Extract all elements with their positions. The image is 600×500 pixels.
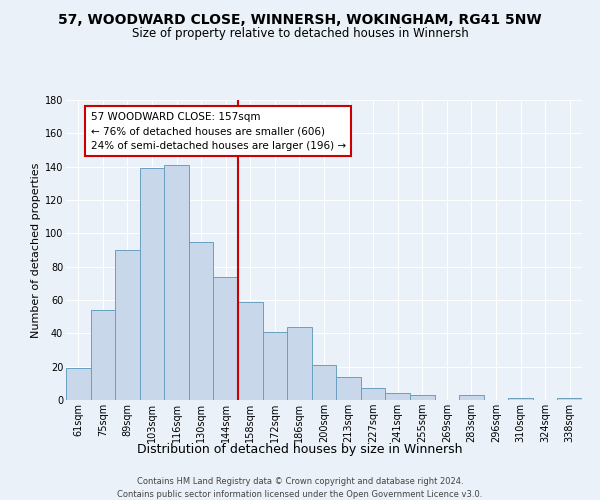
Bar xyxy=(91,310,115,400)
Bar xyxy=(189,242,214,400)
Bar xyxy=(312,365,336,400)
Text: 57, WOODWARD CLOSE, WINNERSH, WOKINGHAM, RG41 5NW: 57, WOODWARD CLOSE, WINNERSH, WOKINGHAM,… xyxy=(58,12,542,26)
Bar xyxy=(140,168,164,400)
Bar xyxy=(287,326,312,400)
Bar xyxy=(361,388,385,400)
Text: Contains HM Land Registry data © Crown copyright and database right 2024.: Contains HM Land Registry data © Crown c… xyxy=(137,478,463,486)
Bar xyxy=(115,250,140,400)
Bar xyxy=(164,165,189,400)
Text: Size of property relative to detached houses in Winnersh: Size of property relative to detached ho… xyxy=(131,28,469,40)
Text: Contains public sector information licensed under the Open Government Licence v3: Contains public sector information licen… xyxy=(118,490,482,499)
Bar xyxy=(410,395,434,400)
Bar xyxy=(238,302,263,400)
Y-axis label: Number of detached properties: Number of detached properties xyxy=(31,162,41,338)
Bar xyxy=(214,276,238,400)
Bar xyxy=(385,394,410,400)
Bar xyxy=(66,368,91,400)
Bar xyxy=(336,376,361,400)
Text: Distribution of detached houses by size in Winnersh: Distribution of detached houses by size … xyxy=(137,442,463,456)
Bar xyxy=(508,398,533,400)
Text: 57 WOODWARD CLOSE: 157sqm
← 76% of detached houses are smaller (606)
24% of semi: 57 WOODWARD CLOSE: 157sqm ← 76% of detac… xyxy=(91,112,346,152)
Bar xyxy=(459,395,484,400)
Bar xyxy=(557,398,582,400)
Bar xyxy=(263,332,287,400)
